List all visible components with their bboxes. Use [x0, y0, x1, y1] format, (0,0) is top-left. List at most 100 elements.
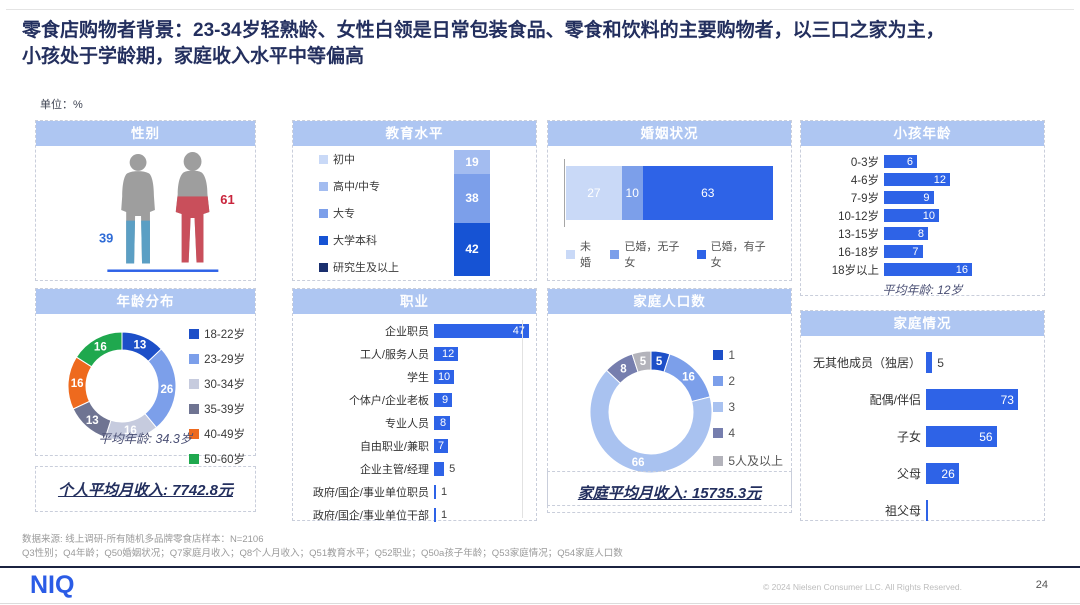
data-source-line2: Q3性别；Q4年龄；Q50婚姻状况；Q7家庭月收入；Q8个人月收入；Q51教育水… [22, 548, 623, 559]
bar: 7 [884, 245, 923, 258]
donut-value: 16 [124, 425, 137, 437]
panel-occupation: 职业 企业职员 47 工人/服务人员 12 学生 10 个体户/企业老板 9 专业人员 8 自由职业… [292, 288, 537, 522]
donut-value: 16 [71, 378, 84, 390]
bar-value: 1 [441, 509, 448, 521]
bar-label: 政府/国企/事业单位干部 [312, 510, 429, 522]
age-legend-swatch [189, 354, 200, 364]
education-legend-item: 高中/中专 [319, 178, 454, 194]
bar-label: 13-15岁 [838, 228, 879, 241]
household-legend-label: 5人及以上 [728, 454, 783, 468]
copyright-text: © 2024 Nielsen Consumer LLC. All Rights … [762, 582, 962, 592]
marital-legend: 未婚 已婚，无子女 已婚，有子女 [566, 238, 773, 270]
bar: 56 [926, 426, 997, 447]
marital-segment: 63 [642, 166, 773, 220]
donut-value: 16 [682, 372, 695, 384]
bar-row: 企业职员 47 [297, 324, 529, 338]
bar-label: 工人/服务人员 [359, 349, 429, 361]
personal-income-box: 个人平均月收入: 7742.8元 [35, 466, 256, 512]
education-segment: 19 [454, 150, 490, 175]
bar: 12 [884, 173, 950, 186]
education-legend-item: 大学本科 [319, 232, 454, 248]
age-legend-label: 50-60岁 [204, 454, 245, 466]
bar-label: 个体户/企业老板 [348, 395, 429, 407]
bar-row: 16-18岁 7 [805, 245, 1034, 259]
age-donut-chart: 13 26 16 13 16 16 [67, 331, 177, 441]
bar-label: 子女 [896, 430, 921, 444]
bar-row: 个体户/企业老板 9 [297, 393, 524, 407]
unit-label: 单位：% [40, 99, 83, 111]
household-legend-item: 4 [713, 426, 783, 440]
household-legend-item: 1 [713, 348, 783, 362]
bar-label: 10-12岁 [838, 210, 879, 223]
bar-label: 政府/国企/事业单位职员 [312, 487, 429, 499]
bar-row: 政府/国企/事业单位职员 1 [297, 485, 524, 499]
bar-row: 专业人员 8 [297, 416, 524, 430]
male-fill [121, 220, 155, 264]
bar-label: 父母 [896, 467, 921, 481]
panel-occupation-title: 职业 [293, 289, 536, 314]
bar-row: 0-3岁 6 [805, 155, 1034, 169]
bar-label: 16-18岁 [838, 246, 879, 259]
bar-value: 9 [923, 191, 930, 204]
page-title: 零食店购物者背景：23-34岁轻熟龄、女性白领是日常包装食品、零食和饮料的主要购… [22, 18, 1068, 70]
bar-value: 8 [440, 417, 447, 429]
panel-gender: 性别 [35, 120, 256, 281]
bar-row: 学生 10 [297, 370, 524, 384]
bar-value: 8 [917, 227, 924, 240]
bar-row: 企业主管/经理 5 [297, 462, 524, 476]
panel-education: 教育水平 初中 高中/中专 大专 大学本科 研究生及以上 19 38 42 [292, 120, 537, 281]
panel-gender-body: 39 61 [36, 146, 255, 280]
bar: 8 [434, 416, 451, 430]
panel-family-situation: 家庭情况 无其他成员（独居） 5 配偶/伴侣 73 子女 56 父母 26 祖父母 [800, 310, 1045, 521]
bar-value: 10 [922, 209, 935, 222]
bar-value: 56 [979, 429, 993, 444]
education-segment: 38 [454, 174, 490, 223]
data-source-line1: 数据来源: 线上调研-所有随机多品牌零食店样本：N=2106 [22, 534, 264, 545]
age-legend-label: 23-29岁 [204, 354, 245, 366]
bar-label: 无其他成员（独居） [812, 356, 921, 370]
education-legend-item: 大专 [319, 205, 454, 221]
education-legend-swatch [319, 262, 328, 272]
donut-value: 26 [161, 384, 174, 396]
age-legend-label: 40-49岁 [204, 429, 245, 441]
marital-legend-swatch [566, 249, 575, 259]
household-legend-item: 3 [713, 400, 783, 414]
age-average: 平均年龄: 34.3岁 [98, 432, 193, 446]
bar-label: 7-9岁 [850, 192, 879, 205]
age-legend-item: 50-60岁 [189, 451, 245, 467]
household-legend-label: 2 [728, 374, 735, 388]
age-legend: 18-22岁 23-29岁 30-34岁 35-39岁 40-49岁 50-60岁 [189, 326, 245, 467]
footer-divider [0, 566, 1080, 568]
personal-income-text: 个人平均月收入: 7742.8元 [57, 481, 234, 499]
education-legend-swatch [319, 181, 328, 191]
bar-row: 配偶/伴侣 73 [801, 389, 1036, 410]
panel-family-situation-title: 家庭情况 [801, 311, 1044, 336]
bar-value: 12 [933, 173, 946, 186]
household-legend-label: 4 [728, 426, 735, 440]
bar [926, 352, 933, 373]
marital-legend-item: 已婚，无子女 [610, 238, 686, 270]
panel-education-body: 初中 高中/中专 大专 大学本科 研究生及以上 19 38 42 [293, 146, 536, 280]
age-legend-swatch [189, 404, 200, 414]
bar-row: 政府/国企/事业单位干部 1 [297, 508, 524, 522]
bar-label: 配偶/伴侣 [869, 393, 921, 407]
bar-row: 18岁以上 16 [805, 263, 1034, 277]
family-income-text: 家庭平均月收入: 15735.3元 [577, 484, 762, 502]
bar-value: 7 [912, 245, 919, 258]
bar: 47 [434, 324, 529, 338]
bar: 12 [434, 347, 459, 361]
bar-value: 5 [937, 355, 944, 370]
household-legend-swatch [713, 376, 724, 386]
household-legend-swatch [713, 428, 724, 438]
donut-value: 13 [86, 415, 99, 427]
marital-legend-swatch [610, 249, 620, 259]
bar-row: 无其他成员（独居） 5 [801, 352, 1036, 373]
bar-row: 4-6岁 12 [805, 173, 1034, 187]
bar: 9 [434, 393, 453, 407]
bar-label: 企业主管/经理 [359, 464, 429, 476]
family-income-box: 家庭平均月收入: 15735.3元 [547, 471, 792, 513]
bar [434, 485, 437, 499]
occupation-bars: 企业职员 47 工人/服务人员 12 学生 10 个体户/企业老板 9 专业人员 8 自由职业/兼职… [293, 314, 536, 522]
marital-legend-item: 未婚 [566, 238, 600, 270]
panel-household-size-body: 5 16 66 8 5 1 2 3 4 5人及以上 [548, 314, 791, 505]
